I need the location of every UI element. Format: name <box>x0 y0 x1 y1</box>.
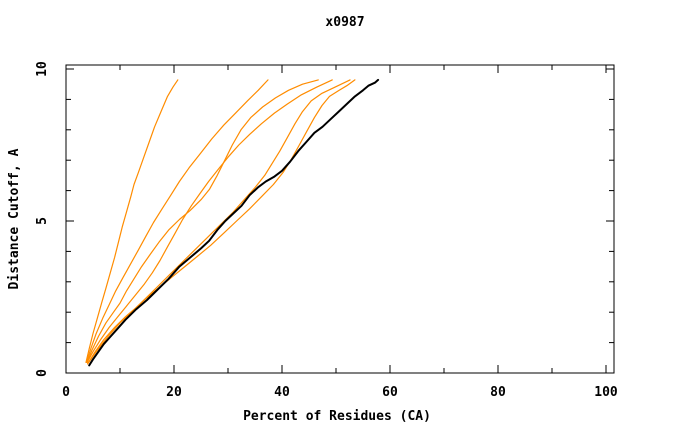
series-line-orange-curve-5 <box>86 79 351 365</box>
series-line-black-reference-curve <box>88 78 380 367</box>
axis-ticks <box>65 65 614 374</box>
x-tick-label: 0 <box>62 385 70 400</box>
series-line-orange-curve-1 <box>85 79 179 363</box>
plot-border <box>65 64 615 374</box>
x-axis-label: Percent of Residues (CA) <box>243 409 431 424</box>
x-tick-label: 80 <box>490 385 506 400</box>
x-tick-label: 20 <box>166 385 182 400</box>
series-line-orange-curve-4 <box>86 79 333 363</box>
x-tick-label: 40 <box>274 385 290 400</box>
x-tick-label: 60 <box>382 385 398 400</box>
y-axis-label: Distance Cutoff, A <box>7 148 22 289</box>
axis-tick-labels: 0 20 40 60 80 100 0 5 10 <box>35 61 618 400</box>
y-tick-label: 10 <box>35 61 50 77</box>
x-tick-label: 100 <box>594 385 618 400</box>
series-line-orange-curve-6 <box>86 79 356 365</box>
series-line-orange-curve-2 <box>85 79 269 363</box>
y-tick-label: 5 <box>35 217 50 225</box>
chart-title: x0987 <box>325 15 364 30</box>
data-series <box>85 78 380 367</box>
y-tick-label: 0 <box>35 369 50 377</box>
plot-frame <box>65 64 615 374</box>
